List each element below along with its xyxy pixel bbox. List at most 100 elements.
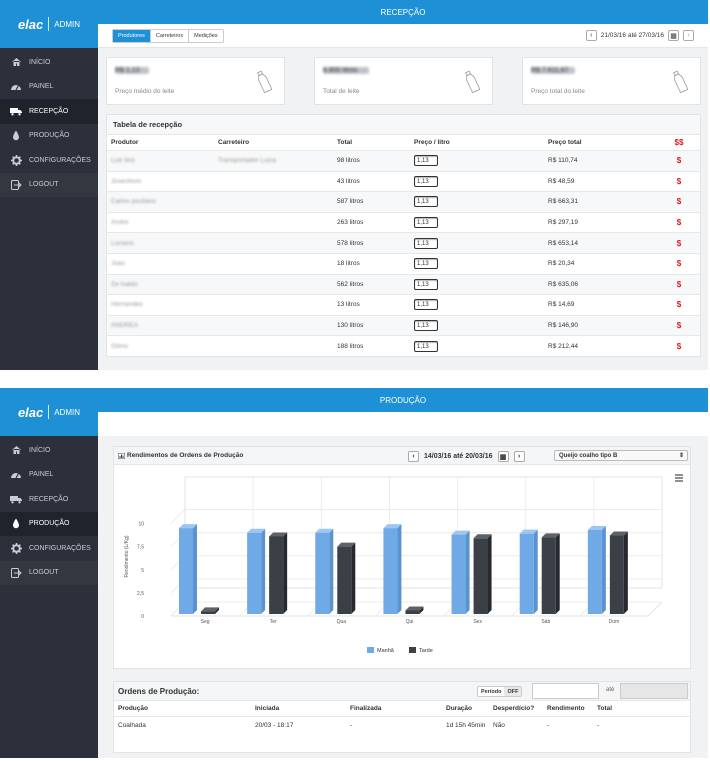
- sidebar-item-label: PAINEL: [29, 83, 54, 91]
- sidebar-item-recepcao[interactable]: RECEPÇÃO: [0, 99, 98, 124]
- cell-produtor-text: Josecilson: [111, 177, 142, 185]
- pay-button[interactable]: $: [676, 197, 682, 207]
- cell-carreteiro: Transportador Luiza: [218, 157, 337, 164]
- bar-tarde: [201, 611, 215, 614]
- tab-carreteiros[interactable]: Carreteiros: [151, 29, 190, 42]
- price-input[interactable]: 1,13: [414, 278, 438, 290]
- pay-button[interactable]: $: [676, 259, 682, 269]
- sidebar-item-configuracoes[interactable]: CONFIGURAÇÕES: [0, 148, 98, 173]
- orders-panel: Ordens de Produção: Período OFF até Produ…: [113, 681, 691, 753]
- cell-desperdicio: Não: [493, 722, 505, 729]
- cell-produtor-text: Gilmo: [111, 342, 128, 350]
- bar-tarde: [405, 610, 420, 614]
- sidebar-item-label: LOGOUT: [29, 569, 59, 577]
- periodo-toggle[interactable]: Período OFF: [477, 686, 523, 697]
- sidebar-item-configuracoes[interactable]: CONFIGURAÇÕES: [0, 536, 98, 561]
- price-input[interactable]: 1,13: [414, 320, 438, 332]
- pay-button[interactable]: $: [676, 341, 682, 351]
- chart-menu-icon[interactable]: [675, 474, 683, 482]
- cell-preco-total: R$ 14,69: [548, 301, 575, 309]
- tab-produtores[interactable]: Produtores: [113, 29, 151, 42]
- pay-button[interactable]: $: [676, 238, 682, 248]
- sidebar-item-logout[interactable]: LOGOUT: [0, 172, 98, 197]
- cell-preco-litro: 1,13: [414, 155, 548, 167]
- period-start-input[interactable]: [532, 683, 599, 699]
- price-input[interactable]: 1,13: [414, 258, 438, 270]
- logo[interactable]: elac ADMIN: [0, 388, 98, 436]
- summary-card: 6.800 litros Total de leite: [314, 57, 493, 105]
- sidebar-item-producao[interactable]: PRODUÇÃO: [0, 124, 98, 149]
- price-input[interactable]: 1,13: [414, 299, 438, 311]
- cell-produtor: Ze Ivaldo: [107, 281, 218, 288]
- sidebar-item-logout[interactable]: LOGOUT: [0, 560, 98, 585]
- pay-button[interactable]: $: [676, 156, 682, 166]
- bar-manhã: [451, 534, 466, 614]
- cell-produtor-text: Luciano: [111, 239, 134, 247]
- col-preco-total: Preço total: [548, 139, 582, 146]
- gear-icon: [9, 542, 23, 554]
- price-input[interactable]: 1,13: [414, 237, 438, 249]
- price-input[interactable]: 1,13: [414, 155, 438, 167]
- select-arrows-icon: ⇕: [678, 453, 684, 459]
- cell-iniciada: 20/03 - 18:17: [255, 722, 294, 729]
- col-pay-all[interactable]: $$: [674, 138, 684, 147]
- price-input[interactable]: 1,13: [414, 340, 438, 352]
- bar-tarde: [541, 537, 556, 614]
- next-week-button[interactable]: ›: [513, 451, 525, 462]
- price-input[interactable]: 1,13: [414, 175, 438, 187]
- pay-button[interactable]: $: [676, 300, 682, 310]
- cell-preco-litro: 1,13: [414, 340, 548, 352]
- truck-icon: [9, 106, 23, 117]
- cell-total: 13 litros: [337, 301, 360, 309]
- calendar-icon[interactable]: ▦: [497, 451, 509, 462]
- cell-preco-litro: 1,13: [414, 299, 548, 311]
- bar-top: [609, 531, 628, 536]
- calendar-icon[interactable]: ▦: [668, 30, 679, 41]
- period-end-input[interactable]: [620, 683, 688, 699]
- tab-medicoes[interactable]: Medições: [194, 32, 218, 39]
- sidebar-item-inicio[interactable]: INÍCIO: [0, 50, 98, 75]
- logo[interactable]: elac ADMIN: [0, 0, 98, 48]
- pay-button[interactable]: $: [676, 321, 682, 331]
- cell-preco-litro: 1,13: [414, 196, 548, 208]
- bar-top: [473, 534, 492, 539]
- pay-button[interactable]: $: [676, 176, 682, 186]
- logo-separator: [48, 17, 50, 31]
- sidebar-item-inicio[interactable]: INÍCIO: [0, 438, 98, 463]
- table-row[interactable]: Coalhada 20/03 - 18:17 - 1d 15h 45min Nã…: [114, 716, 690, 746]
- recepcao-screen: elac ADMIN INÍCIO PAINEL RECEPÇÃO PRODUÇÃ…: [0, 0, 708, 370]
- sidebar-item-recepcao[interactable]: RECEPÇÃO: [0, 487, 98, 512]
- pay-button[interactable]: $: [676, 279, 682, 289]
- chart-date-range-label: 14/03/16 até 20/03/16: [424, 453, 493, 460]
- price-input[interactable]: 1,13: [414, 196, 438, 208]
- next-week-button[interactable]: ›: [683, 30, 694, 41]
- logo-separator: [48, 405, 50, 419]
- cell-carreteiro: [218, 343, 337, 350]
- sidebar-item-label: PRODUÇÃO: [29, 520, 70, 528]
- sidebar-item-painel[interactable]: PAINEL: [0, 75, 98, 100]
- price-input[interactable]: 1,13: [414, 217, 438, 229]
- sidebar-item-label: LOGOUT: [29, 181, 59, 189]
- pay-button[interactable]: $: [676, 218, 682, 228]
- bar-top: [179, 524, 197, 529]
- col-iniciada: Iniciada: [255, 705, 280, 712]
- prev-week-button[interactable]: ‹: [585, 30, 597, 41]
- sidebar-item-painel[interactable]: PAINEL: [0, 463, 98, 488]
- product-select[interactable]: Queijo coalho tipo B ⇕: [554, 450, 688, 461]
- bar-manhã: [519, 533, 534, 614]
- bar-chart-icon: [118, 452, 125, 459]
- home-icon: [9, 57, 23, 68]
- chart-floor-edge: [647, 601, 663, 617]
- producao-screen: elac ADMIN INÍCIO PAINEL RECEPÇÃO PRODUÇÃ…: [0, 388, 708, 758]
- table-row: Gilmo 188 litros 1,13 R$ 212,44 $: [107, 335, 700, 356]
- admin-label: ADMIN: [54, 407, 81, 417]
- cell-total: 188 litros: [337, 342, 364, 350]
- cell-produtor: Carlos pocilano: [107, 198, 218, 205]
- cell-produtor: Hernandes: [107, 301, 218, 308]
- sidebar-item-label: PRODUÇÃO: [29, 132, 70, 140]
- sidebar-item-label: INÍCIO: [29, 58, 51, 66]
- prev-week-button[interactable]: ‹: [408, 451, 419, 462]
- sidebar-item-producao[interactable]: PRODUÇÃO: [0, 511, 98, 536]
- chart-panel-title: Rendimentos de Ordens de Produção: [127, 452, 244, 459]
- summary-card: R$ 7.611,67 Preço total do leite: [522, 57, 701, 105]
